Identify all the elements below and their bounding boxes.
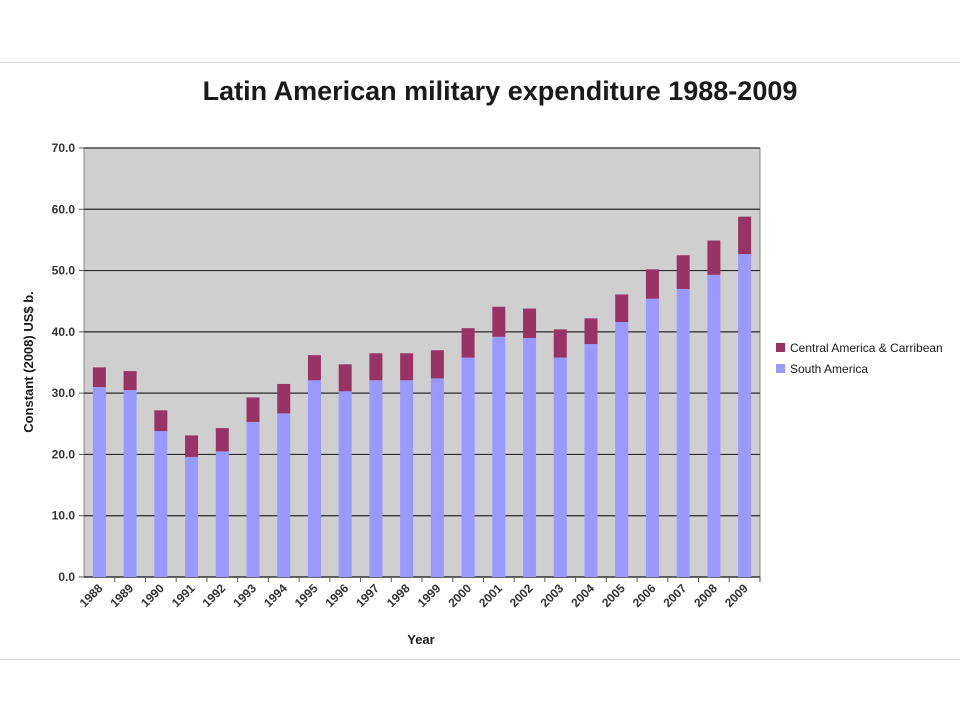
bar-central-america-2004 xyxy=(584,318,598,345)
bar-south-america-2004 xyxy=(584,344,598,577)
y-tick-label: 50.0 xyxy=(52,264,76,278)
bar-south-america-1993 xyxy=(246,421,260,577)
bar-south-america-2003 xyxy=(553,357,567,577)
bar-south-america-2007 xyxy=(676,288,690,577)
x-tick-label: 1991 xyxy=(169,581,198,610)
bar-south-america-1990 xyxy=(154,431,168,577)
x-tick-label: 2006 xyxy=(630,581,659,610)
bar-central-america-1994 xyxy=(277,383,291,414)
y-tick-label: 70.0 xyxy=(52,141,76,155)
x-tick-label: 2000 xyxy=(445,581,474,610)
bar-central-america-1996 xyxy=(338,364,352,392)
x-tick-label: 2008 xyxy=(691,581,720,610)
bar-central-america-1995 xyxy=(307,355,321,381)
x-tick-label: 1995 xyxy=(292,581,321,610)
y-tick-label: 10.0 xyxy=(52,509,76,523)
bar-central-america-2002 xyxy=(523,308,537,338)
bar-central-america-2009 xyxy=(738,216,752,255)
bar-south-america-1992 xyxy=(215,451,229,577)
bar-central-america-2001 xyxy=(492,306,506,337)
bar-south-america-2008 xyxy=(707,274,721,577)
y-tick-label: 40.0 xyxy=(52,325,76,339)
bar-central-america-2005 xyxy=(615,294,629,323)
legend-label: Central America & Carribean xyxy=(790,341,943,355)
x-tick-label: 2009 xyxy=(722,581,751,610)
bar-south-america-1995 xyxy=(307,380,321,577)
chart-title: Latin American military expenditure 1988… xyxy=(202,76,798,106)
bar-south-america-2001 xyxy=(492,336,506,577)
legend-swatch xyxy=(776,343,785,352)
x-tick-label: 2001 xyxy=(476,581,505,610)
bars xyxy=(92,216,752,577)
bar-south-america-2006 xyxy=(645,298,659,577)
y-tick-label: 20.0 xyxy=(52,447,76,461)
bar-central-america-2008 xyxy=(707,240,721,275)
bar-south-america-1997 xyxy=(369,380,383,577)
x-tick-label: 2007 xyxy=(661,581,690,610)
y-tick-label: 60.0 xyxy=(52,202,76,216)
bar-central-america-1993 xyxy=(246,397,260,422)
bar-south-america-2005 xyxy=(615,322,629,577)
bar-south-america-2000 xyxy=(461,357,475,577)
x-tick-label: 1994 xyxy=(261,581,290,610)
x-tick-label: 1998 xyxy=(384,581,413,610)
bar-south-america-1988 xyxy=(92,387,106,577)
bar-south-america-2002 xyxy=(523,337,537,577)
bar-central-america-1990 xyxy=(154,410,168,432)
bar-south-america-1994 xyxy=(277,413,291,577)
x-tick-label: 1993 xyxy=(230,581,259,610)
legend-label: South America xyxy=(790,362,868,376)
x-tick-label: 2003 xyxy=(538,581,567,610)
bar-central-america-1999 xyxy=(430,350,444,379)
bar-central-america-1998 xyxy=(400,353,414,381)
y-axis-label: Constant (2008) US$ b. xyxy=(21,291,36,433)
y-tick-label: 0.0 xyxy=(58,570,75,584)
y-tick-label: 30.0 xyxy=(52,386,76,400)
x-axis-label: Year xyxy=(407,632,434,647)
bar-central-america-1997 xyxy=(369,353,383,381)
bar-south-america-1996 xyxy=(338,391,352,577)
bar-central-america-2006 xyxy=(645,269,659,299)
bar-south-america-1989 xyxy=(123,390,137,577)
bar-central-america-1989 xyxy=(123,371,137,391)
x-tick-label: 2002 xyxy=(507,581,536,610)
bar-south-america-1998 xyxy=(400,380,414,577)
legend-swatch xyxy=(776,364,785,373)
x-tick-label: 2004 xyxy=(568,581,597,610)
x-tick-label: 1999 xyxy=(415,581,444,610)
x-tick-label: 1996 xyxy=(323,581,352,610)
x-tick-label: 1989 xyxy=(107,581,136,610)
legend: Central America & Carribean South America xyxy=(776,341,943,376)
x-tick-label: 2005 xyxy=(599,581,628,610)
bar-central-america-1991 xyxy=(185,435,199,457)
y-axis-ticks: 0.0 10.0 20.0 30.0 40.0 50.0 60.0 70.0 xyxy=(52,141,76,584)
bar-central-america-1988 xyxy=(92,367,106,388)
x-tick-label: 1992 xyxy=(200,581,229,610)
bar-south-america-2009 xyxy=(738,254,752,577)
x-tick-label: 1997 xyxy=(353,581,382,610)
x-tick-label: 1990 xyxy=(138,581,167,610)
x-axis-ticks: 1988 1989 1990 1991 1992 1993 1994 1995 1996 1997… xyxy=(77,581,751,610)
bar-central-america-2003 xyxy=(553,329,567,358)
bar-south-america-1991 xyxy=(185,456,199,577)
bar-south-america-1999 xyxy=(430,378,444,577)
x-tick-label: 1988 xyxy=(77,581,106,610)
bar-central-america-2007 xyxy=(676,255,690,289)
bar-central-america-2000 xyxy=(461,328,475,358)
bar-central-america-1992 xyxy=(215,428,229,452)
